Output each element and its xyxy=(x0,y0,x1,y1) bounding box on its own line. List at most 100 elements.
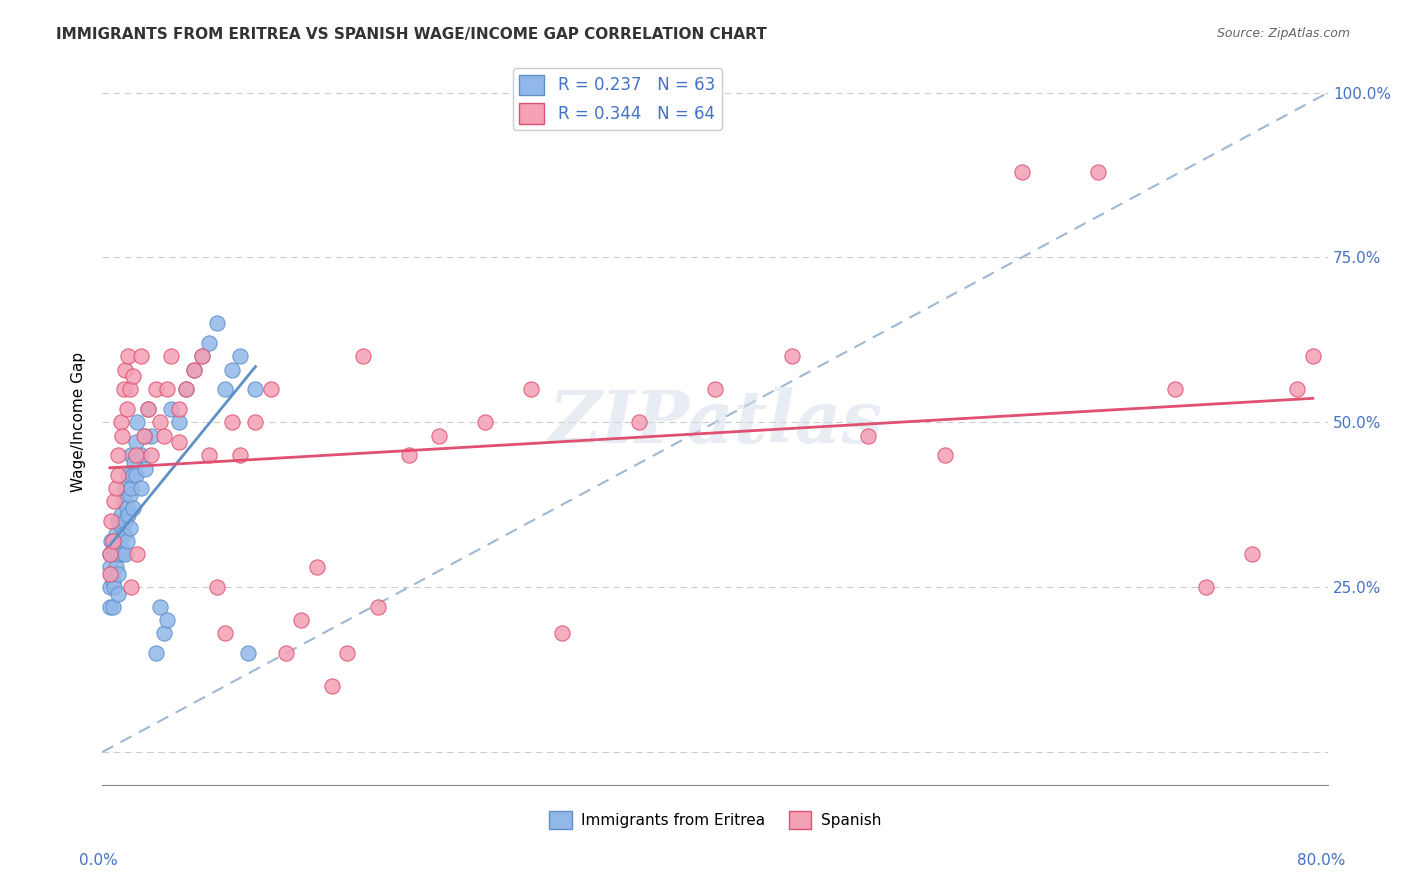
Point xyxy=(134,461,156,475)
Point xyxy=(551,626,574,640)
Point xyxy=(260,383,283,397)
Point xyxy=(858,428,880,442)
Point xyxy=(134,428,156,442)
Point xyxy=(115,402,138,417)
Point xyxy=(114,547,136,561)
Point xyxy=(141,448,163,462)
Point xyxy=(245,415,267,429)
Point xyxy=(167,435,190,450)
Point xyxy=(98,580,121,594)
Point xyxy=(115,501,138,516)
Point xyxy=(427,428,450,442)
Point xyxy=(214,383,236,397)
Point xyxy=(98,547,121,561)
Point xyxy=(98,560,121,574)
Point xyxy=(780,350,803,364)
Point xyxy=(115,534,138,549)
Point xyxy=(117,468,139,483)
Point xyxy=(198,448,221,462)
Point xyxy=(98,600,121,615)
Point xyxy=(125,448,148,462)
Point xyxy=(1302,350,1324,364)
Point xyxy=(336,646,359,660)
Point xyxy=(127,415,149,429)
Point xyxy=(105,560,128,574)
Point xyxy=(160,350,183,364)
Legend: Immigrants from Eritrea, Spanish: Immigrants from Eritrea, Spanish xyxy=(543,805,887,836)
Point xyxy=(111,547,134,561)
Point xyxy=(627,415,650,429)
Point xyxy=(103,541,125,555)
Point xyxy=(474,415,496,429)
Point xyxy=(105,481,128,495)
Point xyxy=(100,514,122,528)
Point xyxy=(118,521,141,535)
Point xyxy=(111,428,134,442)
Point xyxy=(1286,383,1309,397)
Point xyxy=(198,336,221,351)
Point xyxy=(120,481,142,495)
Point xyxy=(112,527,135,541)
Point xyxy=(1164,383,1187,397)
Point xyxy=(398,448,420,462)
Point xyxy=(101,534,124,549)
Point xyxy=(149,600,172,615)
Point xyxy=(155,613,177,627)
Point xyxy=(111,521,134,535)
Point xyxy=(105,527,128,541)
Text: IMMIGRANTS FROM ERITREA VS SPANISH WAGE/INCOME GAP CORRELATION CHART: IMMIGRANTS FROM ERITREA VS SPANISH WAGE/… xyxy=(56,27,768,42)
Point xyxy=(121,468,143,483)
Point xyxy=(107,448,129,462)
Point xyxy=(1011,165,1033,179)
Point xyxy=(205,580,228,594)
Point xyxy=(110,415,132,429)
Point xyxy=(117,350,139,364)
Point xyxy=(114,481,136,495)
Point xyxy=(107,547,129,561)
Point xyxy=(141,428,163,442)
Point xyxy=(152,428,174,442)
Point xyxy=(183,362,205,376)
Point xyxy=(101,547,124,561)
Point xyxy=(167,415,190,429)
Point xyxy=(112,383,135,397)
Point xyxy=(136,402,159,417)
Point xyxy=(205,317,228,331)
Point xyxy=(229,448,252,462)
Point xyxy=(221,415,243,429)
Point xyxy=(100,567,122,582)
Point xyxy=(107,567,129,582)
Point xyxy=(118,383,141,397)
Point xyxy=(107,534,129,549)
Text: 0.0%: 0.0% xyxy=(79,854,118,868)
Point xyxy=(145,646,167,660)
Point xyxy=(229,350,252,364)
Point xyxy=(127,547,149,561)
Point xyxy=(221,362,243,376)
Point xyxy=(367,600,389,615)
Point xyxy=(352,350,374,364)
Y-axis label: Wage/Income Gap: Wage/Income Gap xyxy=(72,352,86,492)
Point xyxy=(98,547,121,561)
Point xyxy=(274,646,297,660)
Point xyxy=(125,435,148,450)
Point xyxy=(121,369,143,384)
Point xyxy=(118,488,141,502)
Point xyxy=(520,383,543,397)
Point xyxy=(98,567,121,582)
Point xyxy=(120,448,142,462)
Point xyxy=(183,362,205,376)
Point xyxy=(290,613,312,627)
Text: ZIPatlas: ZIPatlas xyxy=(548,387,882,458)
Point xyxy=(129,481,152,495)
Point xyxy=(100,534,122,549)
Point xyxy=(321,679,343,693)
Point xyxy=(110,508,132,522)
Point xyxy=(934,448,956,462)
Point xyxy=(101,574,124,588)
Point xyxy=(107,514,129,528)
Point xyxy=(176,383,198,397)
Point xyxy=(245,383,267,397)
Point xyxy=(129,350,152,364)
Point xyxy=(124,455,146,469)
